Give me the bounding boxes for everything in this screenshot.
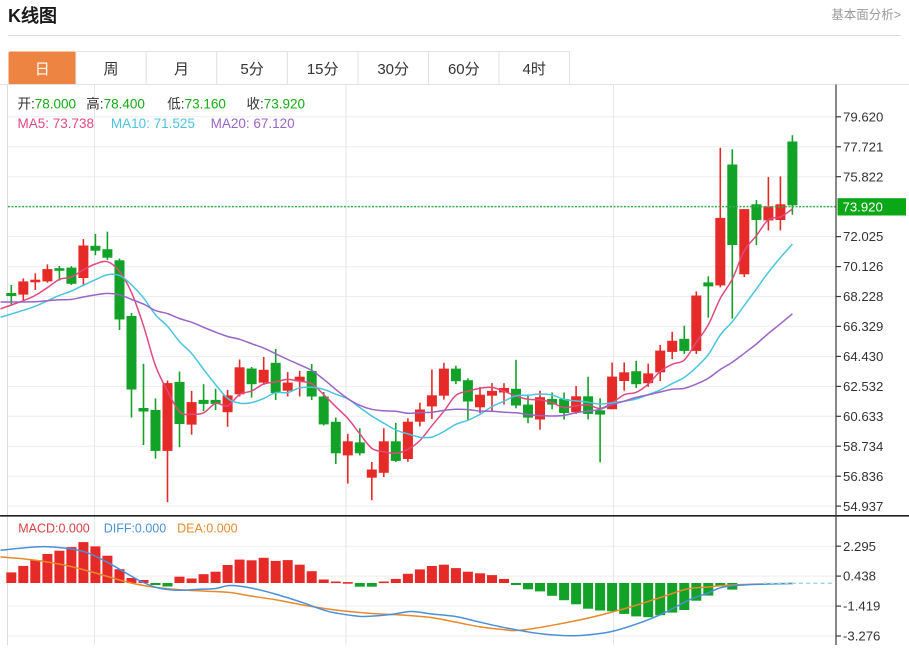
svg-text:4时: 4时 [523, 61, 546, 78]
svg-text:2.295: 2.295 [843, 539, 876, 554]
svg-text:73.920: 73.920 [843, 200, 883, 215]
svg-text:58.734: 58.734 [843, 439, 883, 454]
svg-text:-1.419: -1.419 [843, 599, 880, 614]
svg-text:30分: 30分 [377, 61, 409, 78]
svg-text:月: 月 [174, 61, 189, 78]
svg-text:K线图: K线图 [8, 5, 57, 26]
svg-text:日: 日 [35, 61, 50, 78]
svg-text:75.822: 75.822 [843, 169, 883, 184]
svg-text:-3.276: -3.276 [843, 629, 880, 644]
svg-text:基本面分析>: 基本面分析> [831, 8, 901, 22]
svg-text:62.532: 62.532 [843, 379, 883, 394]
svg-text:68.228: 68.228 [843, 289, 883, 304]
svg-text:77.721: 77.721 [843, 139, 883, 154]
svg-text:56.836: 56.836 [843, 469, 883, 484]
svg-text:79.620: 79.620 [843, 109, 883, 124]
svg-text:72.025: 72.025 [843, 229, 883, 244]
svg-text:64.430: 64.430 [843, 349, 883, 364]
svg-text:60.633: 60.633 [843, 409, 883, 424]
svg-text:54.937: 54.937 [843, 499, 883, 514]
svg-text:60分: 60分 [448, 61, 480, 78]
svg-text:0.438: 0.438 [843, 569, 876, 584]
svg-text:周: 周 [103, 61, 118, 78]
svg-text:70.126: 70.126 [843, 259, 883, 274]
svg-text:15分: 15分 [307, 61, 339, 78]
svg-text:66.329: 66.329 [843, 319, 883, 334]
svg-text:5分: 5分 [240, 61, 263, 78]
